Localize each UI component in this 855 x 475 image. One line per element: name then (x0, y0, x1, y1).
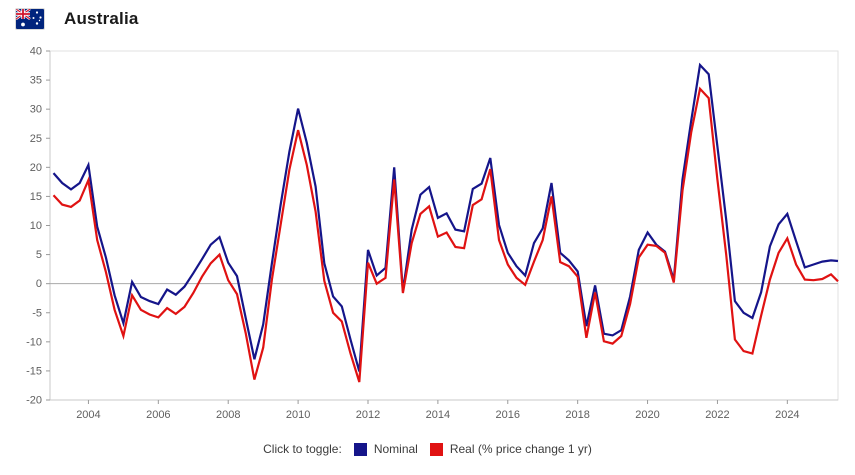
x-tick-label: 2022 (705, 409, 729, 421)
x-tick-label: 2006 (146, 409, 170, 421)
x-tick-label: 2004 (76, 409, 100, 421)
y-tick-label: 40 (30, 46, 42, 58)
y-tick-label: -10 (26, 336, 42, 348)
y-tick-label: 5 (36, 249, 42, 261)
x-tick-label: 2018 (565, 409, 589, 421)
x-tick-label: 2010 (286, 409, 310, 421)
legend-item-nominal[interactable]: Nominal (353, 442, 418, 456)
y-tick-label: 20 (30, 162, 42, 174)
y-tick-label: 25 (30, 133, 42, 145)
australia-flag-icon (15, 8, 45, 30)
nominal-line (52, 62, 839, 372)
legend-item-label: Nominal (373, 442, 418, 456)
real-swatch (429, 442, 443, 456)
y-tick-label: -15 (26, 365, 42, 377)
y-tick-label: -5 (32, 307, 42, 319)
stars (21, 11, 42, 27)
x-tick-label: 2024 (775, 409, 799, 421)
y-axis: 40 35 30 25 20 15 10 5 0 -5 -10 -15 -20 (26, 46, 50, 407)
x-axis: 2004 2006 2008 2010 2012 2014 2016 2018 2020 2022… (76, 400, 800, 421)
legend-item-label: Real (% price change 1 yr) (449, 442, 592, 456)
y-tick-label: 30 (30, 104, 42, 116)
y-tick-label: 0 (36, 278, 42, 290)
chart-header: Australia (15, 8, 139, 30)
x-tick-label: 2012 (356, 409, 380, 421)
x-tick-label: 2016 (496, 409, 520, 421)
legend-item-real[interactable]: Real (% price change 1 yr) (429, 442, 592, 456)
y-tick-label: 15 (30, 191, 42, 203)
chart-legend: Click to toggle: Nominal Real (% price c… (0, 442, 855, 456)
legend-prompt: Click to toggle: (263, 442, 342, 456)
page-title: Australia (64, 9, 139, 28)
plot-border (49, 50, 839, 401)
nominal-swatch (353, 442, 367, 456)
y-tick-label: 35 (30, 75, 42, 87)
y-tick-label: -20 (26, 395, 42, 407)
real-line (52, 86, 839, 383)
union-jack (16, 9, 31, 21)
y-tick-label: 10 (30, 220, 42, 232)
x-tick-label: 2020 (635, 409, 659, 421)
x-tick-label: 2008 (216, 409, 240, 421)
x-tick-label: 2014 (426, 409, 450, 421)
